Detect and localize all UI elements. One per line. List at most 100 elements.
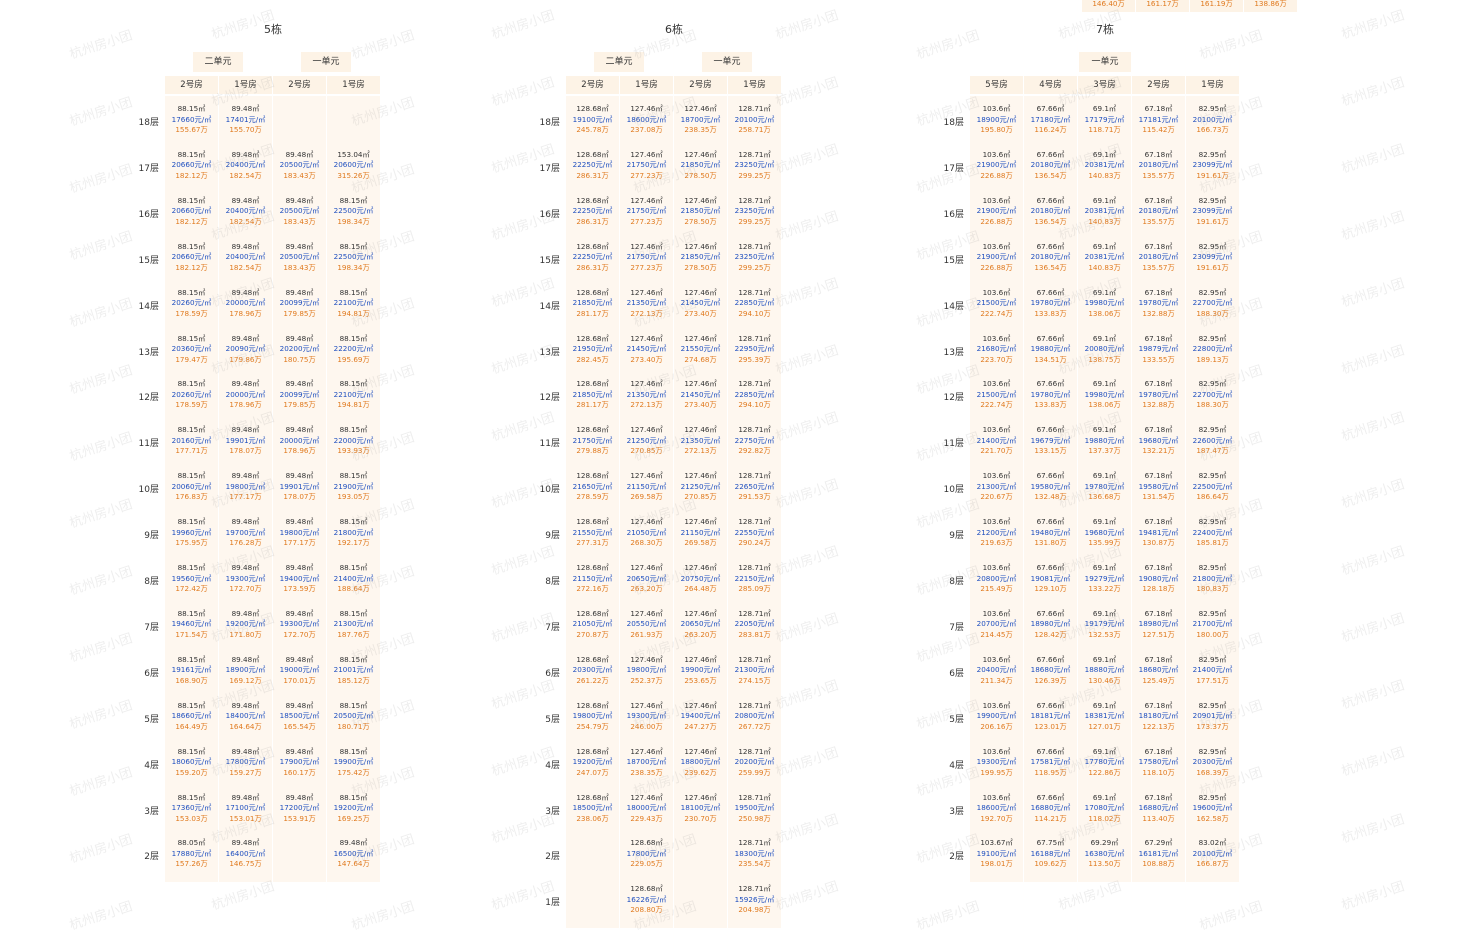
unit-cell[interactable]: 127.46㎡ 21450元/㎡ 273.40万 [620,334,673,366]
unit-cell[interactable]: 127.46㎡ 18600元/㎡ 237.08万 [620,104,673,136]
unit-cell[interactable]: 103.6㎡ 21900元/㎡ 226.88万 [970,150,1023,182]
unit-cell[interactable]: 82.95㎡ 22400元/㎡ 185.81万 [1186,517,1239,549]
unit-cell[interactable]: 88.15㎡ 21001元/㎡ 185.12万 [327,655,380,687]
unit-cell[interactable]: 88.15㎡ 22200元/㎡ 195.69万 [327,334,380,366]
unit-cell[interactable]: 67.18㎡ 18680元/㎡ 125.49万 [1132,655,1185,687]
unit-cell[interactable]: 89.48㎡ 19300元/㎡ 172.70万 [273,609,326,641]
unit-cell[interactable]: 128.68㎡ 21850元/㎡ 281.17万 [566,379,619,411]
unit-cell[interactable]: 128.71㎡ 20800元/㎡ 267.72万 [728,701,781,733]
unit-cell[interactable]: 89.48㎡ 16400元/㎡ 146.75万 [219,838,272,870]
unit-cell[interactable]: 89.48㎡ 17401元/㎡ 155.70万 [219,104,272,136]
unit-cell[interactable]: 127.46㎡ 18700元/㎡ 238.35万 [620,747,673,779]
unit-cell[interactable]: 89.48㎡ 19800元/㎡ 177.17万 [219,471,272,503]
unit-cell[interactable]: 67.18㎡ 18180元/㎡ 122.13万 [1132,701,1185,733]
unit-cell[interactable]: 69.1㎡ 19680元/㎡ 135.99万 [1078,517,1131,549]
unit-cell[interactable]: 88.15㎡ 20160元/㎡ 177.71万 [165,425,218,457]
unit-cell[interactable]: 128.68㎡ 16226元/㎡ 208.80万 [620,884,673,916]
unit-cell[interactable]: 82.95㎡ 19600元/㎡ 162.58万 [1186,793,1239,825]
unit-cell[interactable]: 127.46㎡ 19300元/㎡ 246.00万 [620,701,673,733]
unit-cell[interactable]: 67.18㎡ 19680元/㎡ 132.21万 [1132,425,1185,457]
unit-cell[interactable]: 89.48㎡ 20500元/㎡ 183.43万 [273,150,326,182]
unit-cell[interactable]: 128.71㎡ 22950元/㎡ 295.39万 [728,334,781,366]
unit-cell[interactable]: 127.46㎡ 19900元/㎡ 253.65万 [674,655,727,687]
unit-cell[interactable]: 88.15㎡ 21400元/㎡ 188.64万 [327,563,380,595]
unit-cell[interactable]: 69.1㎡ 17080元/㎡ 118.02万 [1078,793,1131,825]
unit-cell[interactable]: 128.71㎡ 22150元/㎡ 285.09万 [728,563,781,595]
unit-cell[interactable]: 88.15㎡ 19960元/㎡ 175.95万 [165,517,218,549]
unit-cell[interactable]: 128.68㎡ 21550元/㎡ 277.31万 [566,517,619,549]
unit-cell[interactable]: 69.1㎡ 20381元/㎡ 140.83万 [1078,150,1131,182]
unit-cell[interactable]: 103.6㎡ 20700元/㎡ 214.45万 [970,609,1023,641]
unit-cell[interactable]: 128.68㎡ 22250元/㎡ 286.31万 [566,150,619,182]
unit-cell[interactable]: 67.18㎡ 19780元/㎡ 132.88万 [1132,288,1185,320]
unit-cell[interactable]: 103.6㎡ 19900元/㎡ 206.16万 [970,701,1023,733]
unit-cell[interactable]: 127.46㎡ 20650元/㎡ 263.20万 [620,563,673,595]
unit-cell[interactable]: 88.15㎡ 20060元/㎡ 176.83万 [165,471,218,503]
unit-cell[interactable]: 127.46㎡ 18100元/㎡ 230.70万 [674,793,727,825]
unit-cell[interactable]: 82.95㎡ 21400元/㎡ 177.51万 [1186,655,1239,687]
unit-cell[interactable]: 69.1㎡ 18381元/㎡ 127.01万 [1078,701,1131,733]
unit-cell[interactable]: 69.1㎡ 17780元/㎡ 122.86万 [1078,747,1131,779]
unit-cell[interactable]: 128.71㎡ 18300元/㎡ 235.54万 [728,838,781,870]
unit-cell[interactable]: 103.6㎡ 18900元/㎡ 195.80万 [970,104,1023,136]
unit-cell[interactable]: 128.68㎡ 21850元/㎡ 281.17万 [566,288,619,320]
unit-cell[interactable]: 88.15㎡ 18660元/㎡ 164.49万 [165,701,218,733]
unit-cell[interactable]: 127.46㎡ 21150元/㎡ 269.58万 [620,471,673,503]
unit-cell[interactable]: 88.15㎡ 20260元/㎡ 178.59万 [165,288,218,320]
unit-cell[interactable]: 67.66㎡ 19679元/㎡ 133.15万 [1024,425,1077,457]
unit-cell[interactable]: 89.48㎡ 19800元/㎡ 177.17万 [273,517,326,549]
unit-cell[interactable]: 88.15㎡ 20660元/㎡ 182.12万 [165,242,218,274]
unit-cell[interactable]: 69.1㎡ 19980元/㎡ 138.06万 [1078,379,1131,411]
unit-cell[interactable]: 128.71㎡ 15926元/㎡ 204.98万 [728,884,781,916]
unit-cell[interactable]: 127.46㎡ 21450元/㎡ 273.40万 [674,379,727,411]
unit-cell[interactable]: 127.46㎡ 19400元/㎡ 247.27万 [674,701,727,733]
unit-cell[interactable]: 88.15㎡ 19900元/㎡ 175.42万 [327,747,380,779]
unit-cell[interactable]: 89.48㎡ 18400元/㎡ 164.64万 [219,701,272,733]
unit-cell[interactable]: 89.48㎡ 20400元/㎡ 182.54万 [219,196,272,228]
unit-cell[interactable]: 82.95㎡ 22600元/㎡ 187.47万 [1186,425,1239,457]
unit-cell[interactable]: 128.68㎡ 17800元/㎡ 229.05万 [620,838,673,870]
unit-cell[interactable]: 89.48㎡ 20400元/㎡ 182.54万 [219,242,272,274]
unit-cell[interactable]: 89.48㎡ 17800元/㎡ 159.27万 [219,747,272,779]
unit-cell[interactable]: 127.46㎡ 20750元/㎡ 264.48万 [674,563,727,595]
unit-cell[interactable]: 88.15㎡ 20660元/㎡ 182.12万 [165,150,218,182]
unit-cell[interactable]: 88.15㎡ 20660元/㎡ 182.12万 [165,196,218,228]
unit-cell[interactable]: 128.71㎡ 22650元/㎡ 291.53万 [728,471,781,503]
unit-cell[interactable]: 127.46㎡ 21750元/㎡ 277.23万 [620,242,673,274]
unit-cell[interactable]: 88.15㎡ 21300元/㎡ 187.76万 [327,609,380,641]
unit-cell[interactable]: 82.95㎡ 22800元/㎡ 189.13万 [1186,334,1239,366]
unit-cell[interactable]: 89.48㎡ 20099元/㎡ 179.85万 [273,288,326,320]
unit-cell[interactable]: 67.66㎡ 20180元/㎡ 136.54万 [1024,196,1077,228]
unit-cell[interactable]: 89.48㎡ 20500元/㎡ 183.43万 [273,196,326,228]
unit-cell[interactable]: 89.48㎡ 17200元/㎡ 153.91万 [273,793,326,825]
unit-cell[interactable]: 67.66㎡ 19880元/㎡ 134.51万 [1024,334,1077,366]
unit-cell[interactable]: 67.66㎡ 20180元/㎡ 136.54万 [1024,242,1077,274]
unit-cell[interactable]: 69.1㎡ 19780元/㎡ 136.68万 [1078,471,1131,503]
unit-cell[interactable]: 82.95㎡ 23099元/㎡ 191.61万 [1186,242,1239,274]
unit-cell[interactable]: 128.71㎡ 23250元/㎡ 299.25万 [728,196,781,228]
unit-cell[interactable]: 89.48㎡ 16500元/㎡ 147.64万 [327,838,380,870]
unit-cell[interactable]: 89.48㎡ 19700元/㎡ 176.28万 [219,517,272,549]
unit-cell[interactable]: 127.46㎡ 18700元/㎡ 238.35万 [674,104,727,136]
unit-cell[interactable]: 67.66㎡ 19081元/㎡ 129.10万 [1024,563,1077,595]
unit-cell[interactable]: 103.6㎡ 21680元/㎡ 223.70万 [970,334,1023,366]
unit-cell[interactable]: 127.46㎡ 21350元/㎡ 272.13万 [620,379,673,411]
unit-cell[interactable]: 82.95㎡ 22500元/㎡ 186.64万 [1186,471,1239,503]
unit-cell[interactable]: 89.48㎡ 17900元/㎡ 160.17万 [273,747,326,779]
unit-cell[interactable]: 127.46㎡ 21850元/㎡ 278.50万 [674,242,727,274]
unit-cell[interactable]: 127.46㎡ 21750元/㎡ 277.23万 [620,196,673,228]
unit-cell[interactable]: 82.95㎡ 21700元/㎡ 180.00万 [1186,609,1239,641]
unit-cell[interactable]: 67.66㎡ 18181元/㎡ 123.01万 [1024,701,1077,733]
unit-cell[interactable]: 67.66㎡ 17581元/㎡ 118.95万 [1024,747,1077,779]
unit-cell[interactable]: 103.6㎡ 18600元/㎡ 192.70万 [970,793,1023,825]
unit-cell[interactable]: 69.1㎡ 19980元/㎡ 138.06万 [1078,288,1131,320]
unit-cell[interactable]: 82.95㎡ 22700元/㎡ 188.30万 [1186,288,1239,320]
unit-cell[interactable]: 89.48㎡ 20090元/㎡ 179.86万 [219,334,272,366]
unit-cell[interactable]: 127.46㎡ 21350元/㎡ 272.13万 [620,288,673,320]
unit-cell[interactable]: 88.15㎡ 22100元/㎡ 194.81万 [327,379,380,411]
unit-cell[interactable]: 89.48㎡ 19901元/㎡ 178.07万 [219,425,272,457]
unit-cell[interactable]: 127.46㎡ 20650元/㎡ 263.20万 [674,609,727,641]
unit-cell[interactable]: 67.18㎡ 19080元/㎡ 128.18万 [1132,563,1185,595]
unit-cell[interactable]: 67.18㎡ 20180元/㎡ 135.57万 [1132,196,1185,228]
unit-cell[interactable]: 128.71㎡ 22750元/㎡ 292.82万 [728,425,781,457]
